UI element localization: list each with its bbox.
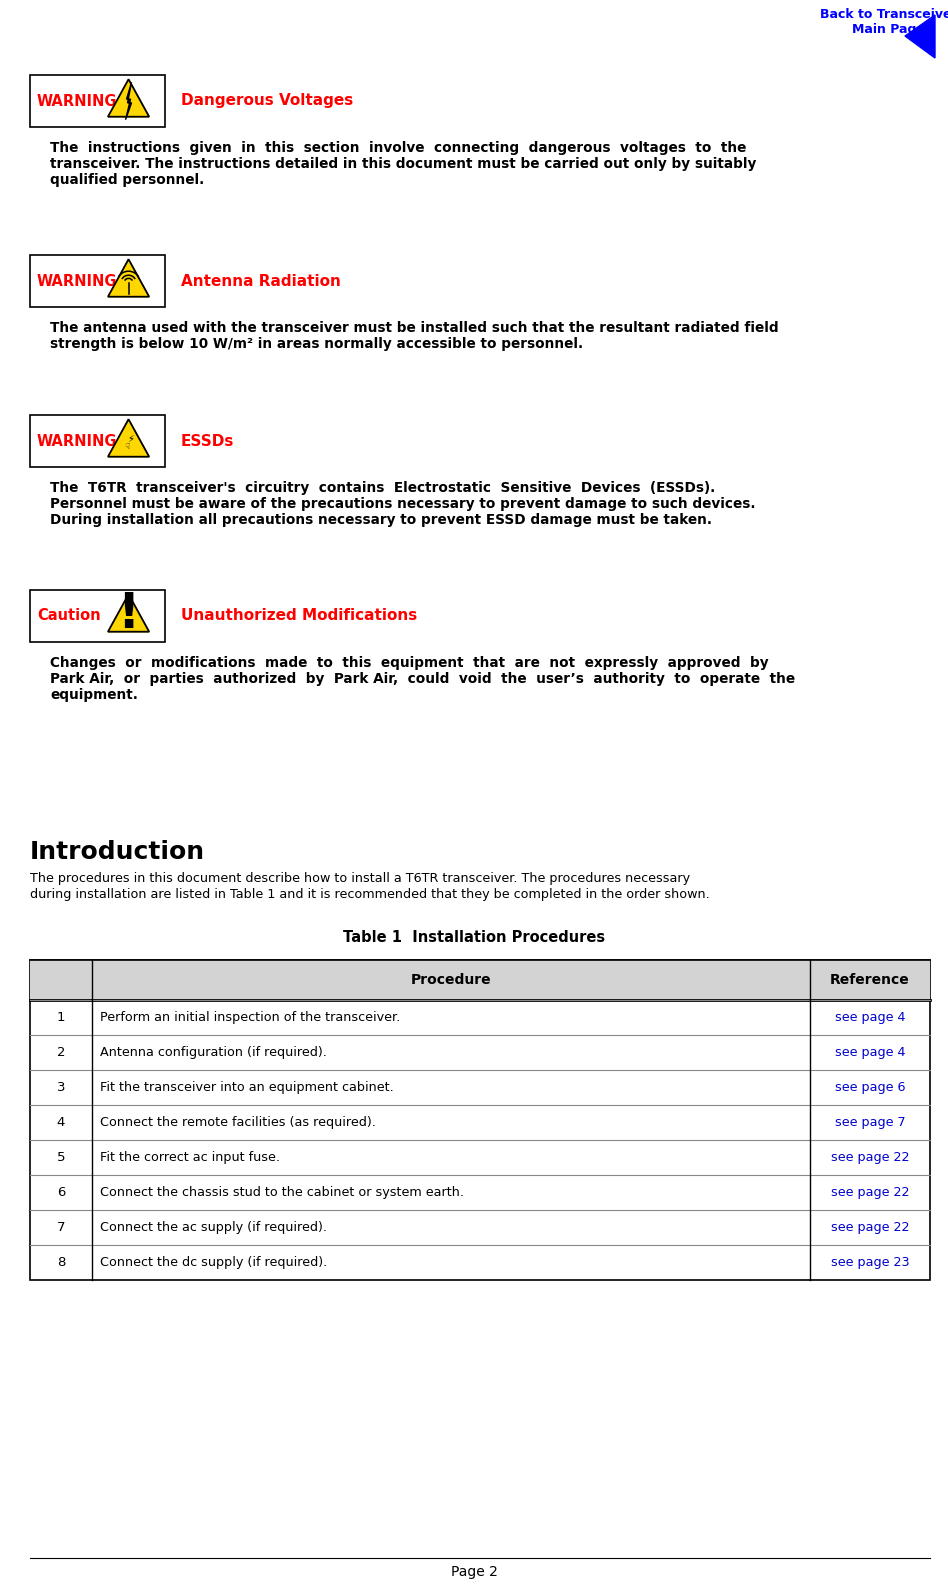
Text: qualified personnel.: qualified personnel. (50, 174, 204, 186)
Text: 4: 4 (57, 1116, 65, 1129)
Text: Personnel must be aware of the precautions necessary to prevent damage to such d: Personnel must be aware of the precautio… (50, 497, 756, 511)
Polygon shape (905, 14, 935, 57)
Text: !: ! (118, 589, 139, 638)
Text: WARNING: WARNING (37, 94, 118, 108)
Text: see page 22: see page 22 (830, 1151, 909, 1164)
Text: strength is below 10 W/m² in areas normally accessible to personnel.: strength is below 10 W/m² in areas norma… (50, 338, 583, 350)
Text: ☟: ☟ (124, 443, 129, 451)
Polygon shape (125, 83, 132, 119)
Text: Connect the dc supply (if required).: Connect the dc supply (if required). (100, 1256, 327, 1269)
Text: Reference: Reference (830, 973, 910, 987)
Text: The  instructions  given  in  this  section  involve  connecting  dangerous  vol: The instructions given in this section i… (50, 142, 746, 154)
Text: Unauthorized Modifications: Unauthorized Modifications (181, 608, 417, 624)
Text: Connect the remote facilities (as required).: Connect the remote facilities (as requir… (100, 1116, 375, 1129)
Text: see page 23: see page 23 (830, 1256, 909, 1269)
Text: The procedures in this document describe how to install a T6TR transceiver. The : The procedures in this document describe… (30, 872, 690, 885)
Text: Caution: Caution (37, 608, 100, 624)
FancyBboxPatch shape (30, 591, 165, 642)
Text: see page 22: see page 22 (830, 1221, 909, 1234)
Text: During installation all precautions necessary to prevent ESSD damage must be tak: During installation all precautions nece… (50, 513, 712, 527)
Text: see page 22: see page 22 (830, 1186, 909, 1199)
Text: Connect the ac supply (if required).: Connect the ac supply (if required). (100, 1221, 327, 1234)
FancyBboxPatch shape (30, 75, 165, 127)
Text: 6: 6 (57, 1186, 65, 1199)
Text: Antenna Radiation: Antenna Radiation (181, 274, 341, 288)
Text: ESSDs: ESSDs (181, 433, 234, 449)
FancyBboxPatch shape (30, 960, 930, 1280)
Text: Park Air,  or  parties  authorized  by  Park Air,  could  void  the  user’s  aut: Park Air, or parties authorized by Park … (50, 672, 795, 686)
Text: Connect the chassis stud to the cabinet or system earth.: Connect the chassis stud to the cabinet … (100, 1186, 464, 1199)
FancyBboxPatch shape (30, 255, 165, 307)
Polygon shape (108, 80, 149, 116)
Text: see page 4: see page 4 (835, 1011, 905, 1024)
Text: Fit the transceiver into an equipment cabinet.: Fit the transceiver into an equipment ca… (100, 1081, 393, 1094)
Text: ⚡: ⚡ (127, 435, 134, 444)
Text: The antenna used with the transceiver must be installed such that the resultant : The antenna used with the transceiver mu… (50, 322, 778, 334)
Polygon shape (108, 419, 149, 457)
Text: see page 4: see page 4 (835, 1046, 905, 1059)
Text: WARNING: WARNING (37, 274, 118, 288)
Text: WARNING: WARNING (37, 433, 118, 449)
Text: 5: 5 (57, 1151, 65, 1164)
FancyBboxPatch shape (30, 416, 165, 466)
Text: equipment.: equipment. (50, 688, 137, 702)
Text: Dangerous Voltages: Dangerous Voltages (181, 94, 354, 108)
Text: Introduction: Introduction (30, 841, 205, 864)
Text: 1: 1 (57, 1011, 65, 1024)
Text: The  T6TR  transceiver's  circuitry  contains  Electrostatic  Sensitive  Devices: The T6TR transceiver's circuitry contain… (50, 481, 715, 495)
Text: Changes  or  modifications  made  to  this  equipment  that  are  not  expressly: Changes or modifications made to this eq… (50, 656, 769, 670)
Polygon shape (108, 594, 149, 632)
FancyBboxPatch shape (30, 960, 930, 1000)
Text: 3: 3 (57, 1081, 65, 1094)
Text: Back to Transceiver
Main Page: Back to Transceiver Main Page (820, 8, 948, 37)
Text: Perform an initial inspection of the transceiver.: Perform an initial inspection of the tra… (100, 1011, 400, 1024)
Text: Procedure: Procedure (410, 973, 491, 987)
Text: transceiver. The instructions detailed in this document must be carried out only: transceiver. The instructions detailed i… (50, 158, 757, 170)
Text: Antenna configuration (if required).: Antenna configuration (if required). (100, 1046, 327, 1059)
Text: 7: 7 (57, 1221, 65, 1234)
Text: see page 6: see page 6 (835, 1081, 905, 1094)
Text: see page 7: see page 7 (834, 1116, 905, 1129)
Text: Fit the correct ac input fuse.: Fit the correct ac input fuse. (100, 1151, 280, 1164)
Text: Table 1  Installation Procedures: Table 1 Installation Procedures (343, 930, 605, 946)
Text: Page 2: Page 2 (450, 1565, 498, 1579)
Text: during installation are listed in Table 1 and it is recommended that they be com: during installation are listed in Table … (30, 888, 710, 901)
Text: 8: 8 (57, 1256, 65, 1269)
Text: 2: 2 (57, 1046, 65, 1059)
Polygon shape (108, 259, 149, 296)
